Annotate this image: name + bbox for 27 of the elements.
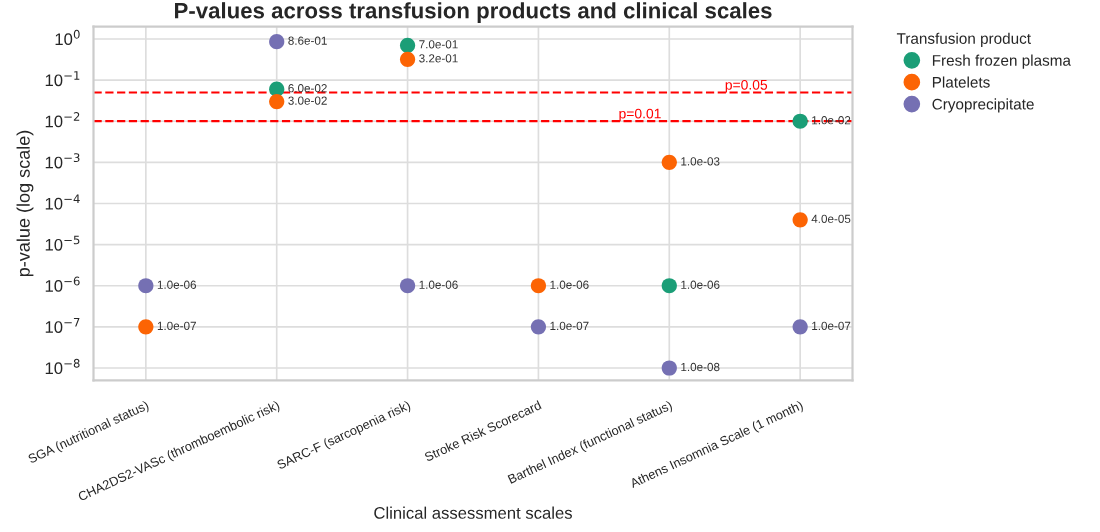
point [399, 37, 416, 53]
y-tick-label: 10$^{−8}$ [45, 358, 80, 375]
point [661, 154, 677, 170]
y-tick-label: 10$^{−3}$ [45, 153, 80, 169]
point [138, 278, 154, 294]
y-tick-label: 10$^{−4}$ [45, 194, 80, 210]
y-tick-label: 10$^{−7}$ [45, 317, 80, 333]
point [792, 113, 808, 129]
point [530, 278, 547, 294]
y-tick-label: 10$^{−2}$ [45, 112, 80, 128]
y-tick-label: 10$^{−1}$ [45, 71, 80, 87]
y-axis-title: p-value (log scale) [16, 130, 34, 277]
y-tick-label: 10$^{−6}$ [45, 276, 80, 292]
x-axis-title: Clinical assessment scales [374, 506, 572, 519]
point [269, 34, 285, 50]
point [399, 278, 416, 294]
chart-title: P-values across transfusion products and clinical scales [175, 2, 772, 23]
point [530, 319, 547, 335]
point [792, 212, 808, 228]
point [661, 278, 677, 294]
y-tick-label: 10$^{−5}$ [45, 235, 80, 251]
point [792, 319, 808, 335]
y-tick-label: 10$^{0}$ [55, 29, 80, 46]
point [138, 319, 154, 335]
point [661, 360, 677, 376]
point [399, 51, 416, 67]
point [269, 94, 285, 110]
